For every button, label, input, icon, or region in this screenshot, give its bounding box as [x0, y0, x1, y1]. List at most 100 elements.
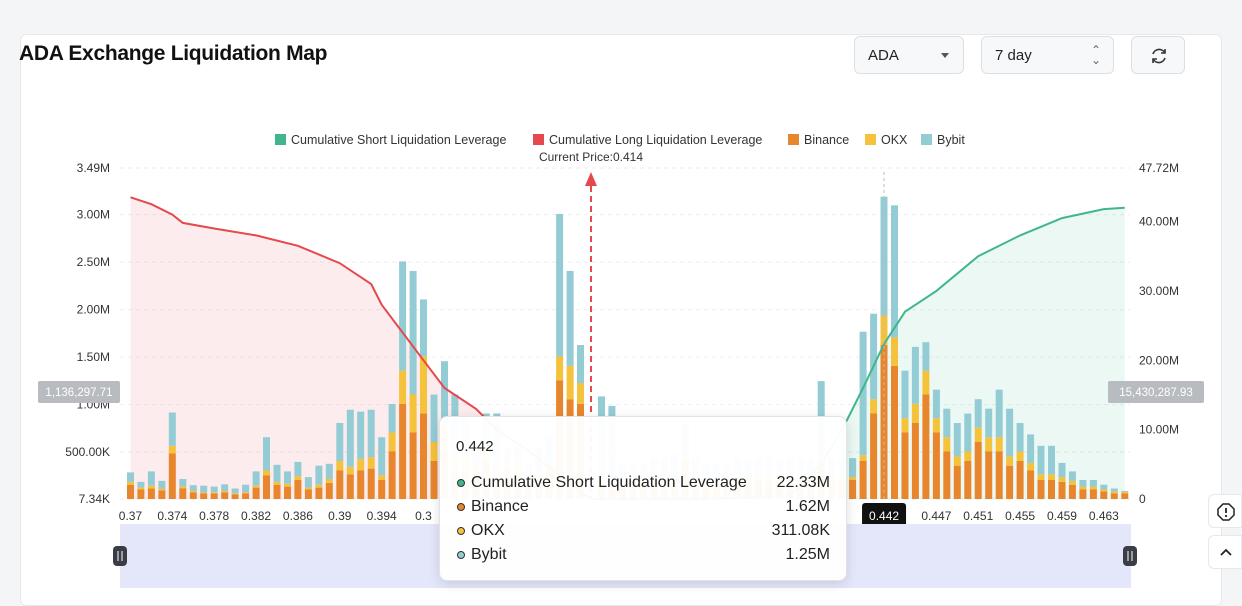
binance-bar	[273, 484, 281, 499]
okx-bar	[974, 427, 982, 442]
bybit-bar	[859, 331, 867, 456]
okx-bar	[1037, 474, 1045, 480]
binance-bar	[127, 484, 134, 499]
binance-bar	[870, 413, 878, 499]
right-axis-tick: 30.00M	[1139, 284, 1179, 298]
bybit-bar	[901, 370, 909, 419]
okx-bar	[127, 481, 134, 485]
tooltip-row-value: 1.62M	[785, 498, 830, 515]
feedback-button[interactable]	[1208, 494, 1242, 528]
binance-bar	[1006, 465, 1014, 499]
bybit-bar	[1100, 484, 1108, 490]
binance-bar	[1121, 493, 1129, 499]
binance-bar	[985, 451, 993, 499]
legend-swatch	[275, 134, 286, 145]
chevron-down-icon	[941, 53, 949, 58]
bybit-bar	[849, 458, 857, 478]
range-select-value: 7 day	[995, 47, 1032, 64]
x-axis-tick: 0.382	[241, 509, 271, 523]
okx-bar	[357, 459, 365, 471]
refresh-button[interactable]	[1131, 36, 1185, 74]
scroll-top-button[interactable]	[1208, 535, 1242, 569]
bybit-bar	[221, 484, 229, 491]
bybit-bar	[1079, 480, 1087, 487]
left-axis-tick: 3.49M	[77, 161, 110, 175]
okx-bar	[953, 456, 961, 466]
bybit-bar	[1110, 488, 1118, 492]
legend-swatch	[533, 134, 544, 145]
okx-bar	[378, 475, 386, 480]
bybit-bar	[953, 423, 961, 457]
binance-bar	[336, 470, 344, 499]
okx-bar	[263, 470, 270, 476]
binance-bar	[1100, 491, 1108, 499]
okx-bar	[325, 479, 333, 483]
legend-label: Bybit	[937, 133, 965, 147]
okx-bar	[1048, 474, 1055, 480]
bybit-bar	[315, 465, 323, 485]
binance-bar	[943, 451, 951, 499]
bybit-bar	[870, 313, 878, 400]
binance-bar	[1037, 480, 1045, 499]
range-select[interactable]: 7 day ⌃ ⌄	[981, 36, 1114, 74]
okx-bar	[1100, 489, 1108, 492]
bybit-bar	[409, 270, 417, 395]
tooltip-row-name: Bybit	[471, 546, 507, 563]
okx-bar	[430, 442, 438, 461]
okx-bar	[409, 394, 417, 433]
bybit-bar	[179, 479, 187, 487]
legend-label: Cumulative Short Liquidation Leverage	[291, 133, 506, 147]
binance-bar	[1058, 481, 1066, 499]
binance-bar	[964, 461, 972, 499]
binance-bar	[221, 492, 229, 499]
bybit-bar	[210, 486, 218, 493]
binance-bar	[1089, 489, 1097, 499]
okx-bar	[1079, 486, 1087, 490]
x-axis-tick: 0.39	[328, 509, 352, 523]
binance-bar	[1016, 461, 1024, 499]
crosshair-x-label: 0.442	[869, 509, 899, 523]
asset-select-value: ADA	[868, 47, 899, 64]
legend-swatch	[921, 134, 932, 145]
okx-bar	[1027, 462, 1035, 471]
okx-bar	[388, 432, 396, 452]
left-axis-tick: 7.34K	[79, 492, 110, 506]
binance-bar	[1068, 484, 1076, 499]
okx-bar	[200, 492, 208, 494]
bybit-bar	[995, 389, 1003, 438]
bybit-bar	[922, 342, 930, 371]
okx-bar	[556, 356, 564, 381]
bybit-bar	[189, 485, 197, 491]
x-axis-tick: 0.447	[921, 509, 951, 523]
tooltip-row-name: OKX	[471, 522, 505, 539]
okx-bar	[221, 490, 229, 493]
asset-select[interactable]: ADA	[854, 36, 964, 74]
okx-bar	[566, 365, 574, 400]
okx-bar	[147, 485, 155, 489]
okx-bar	[210, 492, 218, 494]
up-down-chevron-icon: ⌃ ⌄	[1090, 43, 1101, 67]
binance-bar	[367, 468, 375, 499]
bybit-bar	[294, 461, 302, 477]
okx-bar	[901, 418, 909, 433]
legend-swatch	[865, 134, 876, 145]
okx-bar	[168, 445, 176, 454]
current-price-arrow	[584, 172, 597, 186]
bybit-bar	[252, 471, 260, 486]
left-axis-tick: 2.00M	[77, 303, 110, 317]
bybit-bar	[346, 409, 354, 467]
left-axis-marker-bg	[38, 381, 120, 403]
bybit-bar	[891, 205, 898, 338]
okx-bar	[922, 370, 930, 395]
binance-bar	[346, 474, 354, 499]
x-axis-tick: 0.463	[1089, 509, 1119, 523]
okx-bar	[336, 461, 344, 471]
binance-bar	[378, 480, 386, 499]
okx-bar	[399, 370, 407, 404]
okx-bar	[294, 476, 302, 480]
bybit-bar	[943, 408, 951, 438]
tooltip-row: Cumulative Short Liquidation Leverage 22…	[456, 473, 830, 495]
bybit-bar	[556, 213, 564, 357]
okx-bar	[1068, 480, 1076, 485]
bybit-bar	[273, 464, 281, 482]
